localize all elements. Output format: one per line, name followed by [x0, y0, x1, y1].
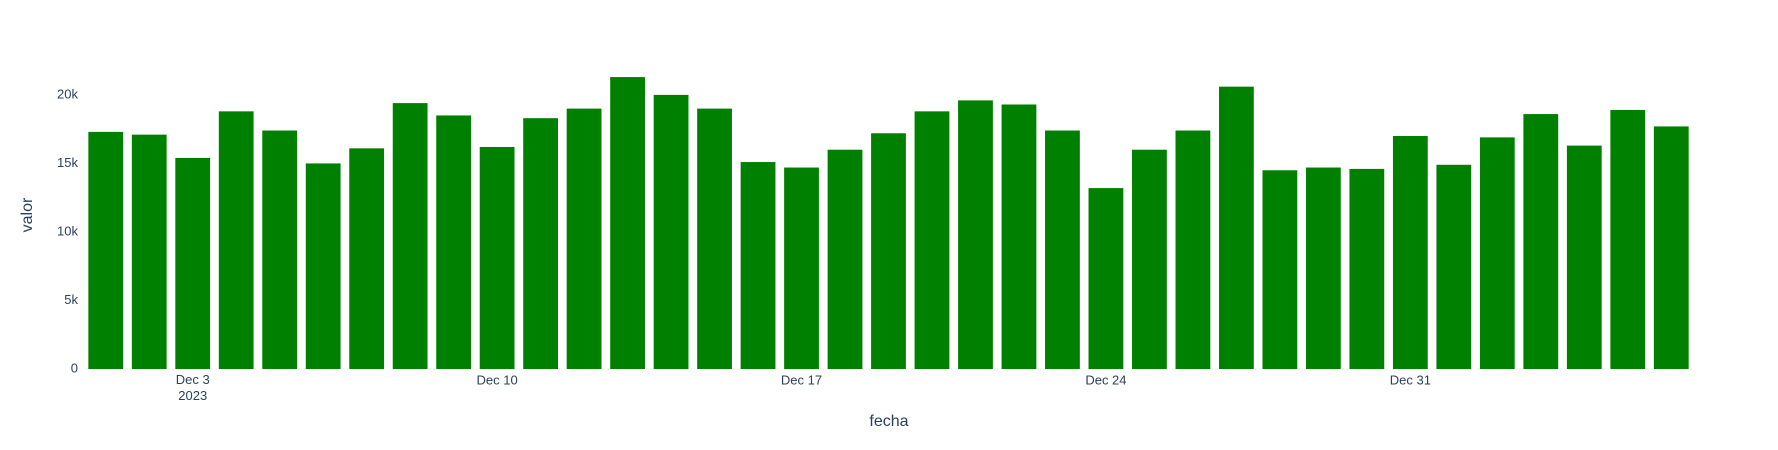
- y-axis-title: valor: [19, 197, 36, 232]
- bar: [740, 162, 776, 369]
- bar: [1045, 130, 1080, 369]
- bar: [1653, 126, 1689, 369]
- bar: [697, 108, 732, 370]
- bar: [1088, 188, 1124, 369]
- y-tick-label: 5k: [64, 292, 78, 307]
- x-tick-label: Dec 24: [1085, 372, 1126, 387]
- bar: [262, 130, 298, 369]
- bar: [131, 134, 167, 369]
- x-tick-label: Dec 17: [781, 372, 822, 387]
- x-tick-label: Dec 3 2023: [176, 372, 210, 403]
- bar: [305, 163, 341, 369]
- bar: [958, 100, 993, 369]
- bar: [479, 146, 515, 369]
- bar: [1262, 170, 1298, 369]
- bar: [827, 149, 863, 369]
- bar: [436, 115, 472, 369]
- y-tick-label: 10k: [57, 223, 78, 238]
- bar: [871, 133, 906, 369]
- x-tick-label: Dec 31: [1390, 372, 1431, 387]
- bar: [1001, 104, 1037, 370]
- bar: [914, 111, 950, 369]
- bar: [349, 148, 385, 369]
- y-tick-label: 15k: [57, 155, 78, 170]
- bar: [566, 108, 602, 370]
- bar: [1132, 149, 1167, 369]
- bar: [1479, 137, 1515, 369]
- bar: [610, 77, 645, 369]
- bar: [1610, 109, 1646, 369]
- bar: [1305, 167, 1341, 369]
- bar: [392, 103, 428, 369]
- bar: [1566, 145, 1602, 369]
- bar: [653, 94, 689, 370]
- bar: [1523, 114, 1559, 370]
- bar: [1392, 136, 1428, 369]
- bar: [218, 111, 254, 369]
- bar: [175, 157, 211, 369]
- y-tick-label: 0: [71, 360, 78, 375]
- bar: [1349, 168, 1385, 369]
- x-tick-label: Dec 10: [477, 372, 518, 387]
- bar: [1436, 164, 1472, 369]
- x-axis-title: fecha: [869, 413, 908, 430]
- bar: [523, 118, 559, 370]
- bar: [1218, 86, 1254, 369]
- bar: [784, 167, 819, 369]
- bar: [1175, 130, 1211, 369]
- y-tick-label: 20k: [57, 86, 78, 101]
- bar: [88, 131, 124, 369]
